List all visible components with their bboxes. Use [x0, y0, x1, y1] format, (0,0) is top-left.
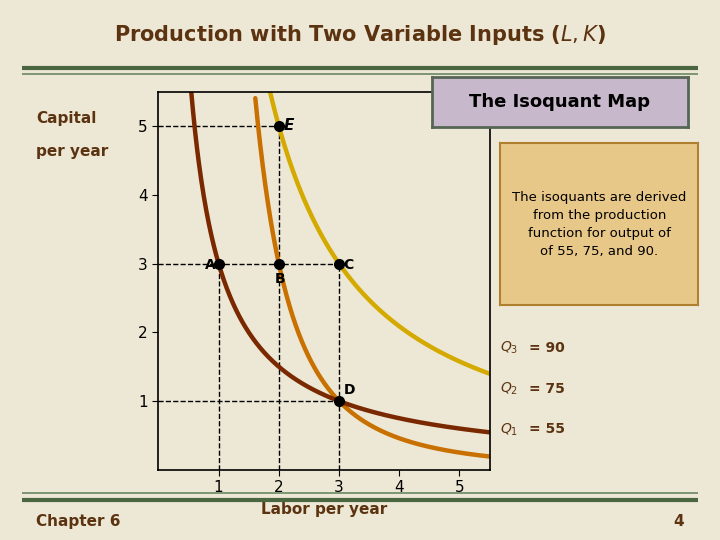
Text: The isoquants are derived
from the production
function for output of
of 55, 75, : The isoquants are derived from the produ…	[512, 191, 687, 258]
Text: = 90: = 90	[529, 341, 565, 355]
Text: $Q_2$: $Q_2$	[500, 381, 518, 397]
Text: The Isoquant Map: The Isoquant Map	[469, 93, 650, 111]
Text: Production with Two Variable Inputs ($\mathit{L,K}$): Production with Two Variable Inputs ($\m…	[114, 23, 606, 47]
Text: per year: per year	[36, 144, 108, 159]
Text: $Q_1$: $Q_1$	[500, 421, 518, 437]
Text: = 75: = 75	[529, 382, 565, 396]
X-axis label: Labor per year: Labor per year	[261, 502, 387, 517]
Text: = 55: = 55	[529, 422, 565, 436]
Text: D: D	[344, 383, 356, 397]
Text: B: B	[274, 272, 285, 286]
Text: 4: 4	[673, 514, 684, 529]
Text: C: C	[343, 258, 354, 272]
Text: E: E	[284, 118, 294, 133]
Text: Capital: Capital	[36, 111, 96, 126]
Text: A: A	[205, 258, 216, 272]
Text: $Q_3$: $Q_3$	[500, 340, 518, 356]
Text: Chapter 6: Chapter 6	[36, 514, 120, 529]
